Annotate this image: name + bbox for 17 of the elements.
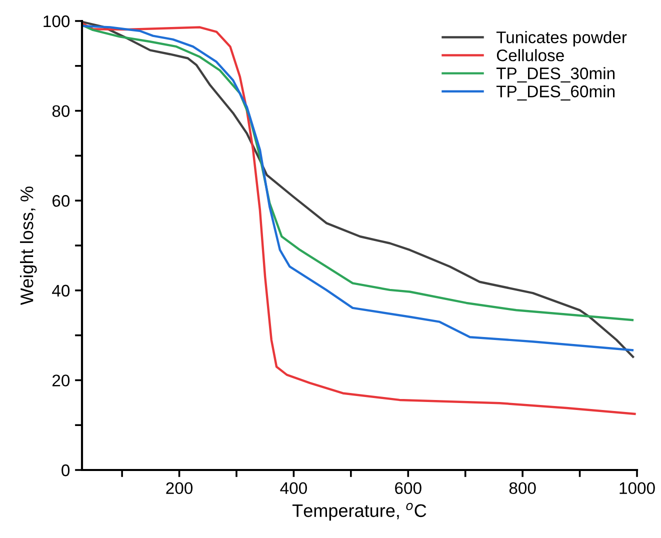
legend-label: Tunicates powder (496, 31, 627, 47)
legend-label: Cellulose (496, 49, 564, 62)
x-tick-label: 400 (280, 482, 307, 494)
y-tick-label: 60 (52, 195, 70, 207)
x-tick-label: 600 (395, 482, 422, 494)
legend-label: TP_DES_60min (496, 85, 614, 100)
y-tick-label: 80 (52, 105, 70, 118)
x-tick-label: 200 (166, 482, 193, 494)
legend-label: TP_DES_30min (496, 67, 614, 82)
y-tick-label: 20 (52, 374, 70, 386)
y-tick-label: 100 (44, 15, 70, 28)
x-tick-label: 800 (509, 482, 536, 494)
y-tick-label: 40 (52, 284, 70, 297)
y-axis-title: Weight loss, % (20, 186, 37, 305)
x-tick-label: 1000 (620, 482, 655, 494)
y-tick-label: 0 (62, 464, 70, 476)
x-axis-title: Temperature, $^{o}$C (292, 502, 426, 521)
